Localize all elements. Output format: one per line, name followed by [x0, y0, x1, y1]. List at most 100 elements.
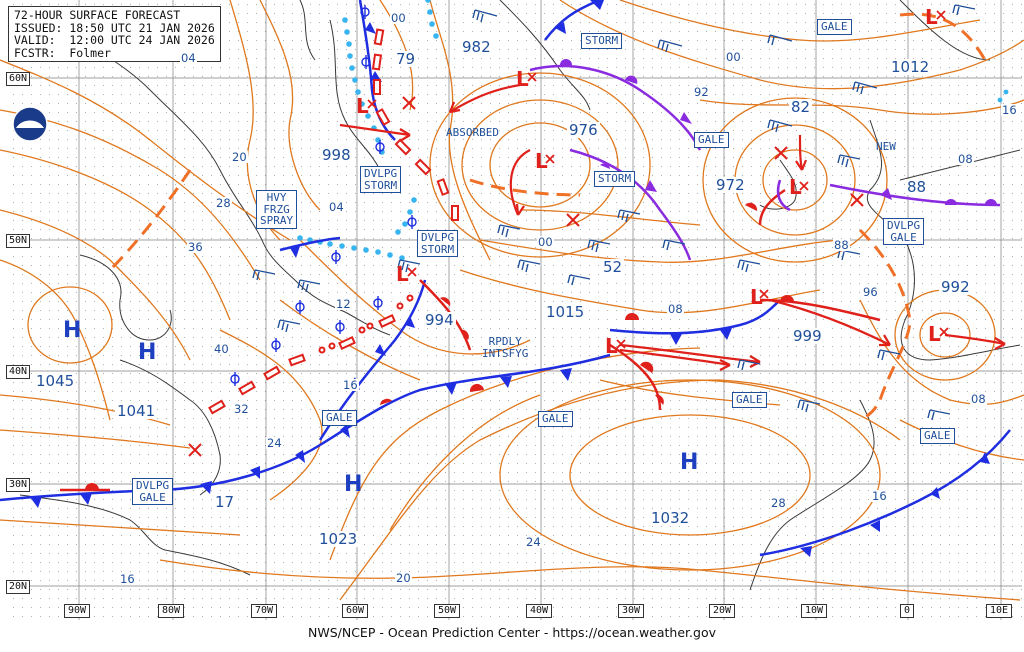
storm-warning-label: STORM: [581, 33, 623, 49]
new-annotation: NEW: [876, 140, 896, 153]
isobar-label: 08: [970, 392, 987, 406]
isobar-label: 20: [231, 150, 248, 164]
longitude-label: 10E: [986, 604, 1013, 618]
isobar-label: 24: [266, 436, 283, 450]
coastlines: [19, 0, 1021, 591]
gale-warning-label: GALE: [694, 132, 729, 148]
longitude-label: 20W: [709, 604, 736, 618]
forecast-tracks: [339, 83, 1006, 371]
gale-warning-label: GALE: [538, 411, 573, 427]
developing-storm-label: DVLPG STORM: [417, 230, 459, 257]
isobar-label: 20: [395, 571, 412, 585]
low-pressure-center: L: [535, 149, 548, 173]
storm-warning-label: STORM: [594, 171, 636, 187]
latitude-label: 50N: [6, 234, 31, 248]
central-pressure-value: 976: [567, 121, 600, 139]
isobar-label: 24: [525, 535, 542, 549]
low-pressure-center: L: [928, 322, 941, 346]
dissipating-fronts: [208, 28, 459, 415]
noaa-logo: [12, 106, 48, 142]
developing-storm-label: DVLPG STORM: [360, 166, 402, 193]
header-issued: ISSUED: 18:50 UTC 21 JAN 2026: [14, 20, 215, 35]
wind-barbs: [252, 4, 976, 421]
isobar-label: 12: [335, 297, 352, 311]
latitude-label: 20N: [6, 580, 31, 594]
x-markers: [188, 96, 864, 457]
heavy-freezing-spray-label: HVY FRZG SPRAY: [256, 190, 298, 229]
central-pressure-value: 1012: [889, 58, 932, 76]
latitude-label: 30N: [6, 478, 31, 492]
low-pressure-center: L: [396, 262, 409, 286]
high-pressure-center: H: [680, 450, 699, 475]
high-pressure-center: H: [63, 318, 82, 343]
dot-grid: [8, 0, 1022, 620]
central-pressure-value: 52: [601, 258, 625, 276]
ice-edges: [297, 0, 1009, 261]
latitude-label: 60N: [6, 72, 31, 86]
longitude-label: 60W: [342, 604, 369, 618]
rapidly-intensifying-annotation: RPDLY INTSFYG: [482, 335, 529, 360]
low-center-marks: [367, 10, 949, 349]
developing-gale-label: DVLPG GALE: [883, 218, 925, 245]
latitude-label: 40N: [6, 365, 31, 379]
isobar-label: 88: [833, 238, 850, 252]
central-pressure-value: 994: [423, 311, 456, 329]
developing-gale-label: DVLPG GALE: [132, 478, 174, 505]
longitude-label: 30W: [618, 604, 645, 618]
isobar-label: 04: [180, 51, 197, 65]
isobar-label: 28: [770, 496, 787, 510]
isobar-label: 04: [328, 200, 345, 214]
troughs: [108, 12, 987, 422]
central-pressure-value: 1041: [115, 402, 158, 420]
longitude-label: 80W: [158, 604, 185, 618]
high-pressure-center: H: [138, 340, 157, 365]
low-pressure-center: L: [605, 334, 618, 358]
low-pressure-center: L: [750, 285, 763, 309]
central-pressure-value: 992: [939, 278, 972, 296]
warm-fronts: [60, 188, 881, 492]
longitude-label: 50W: [434, 604, 461, 618]
central-pressure-value: 998: [320, 146, 353, 164]
isobar-label: 36: [187, 240, 204, 254]
freezing-spray-symbols: [230, 5, 417, 386]
absorbed-annotation: ABSORBED: [446, 126, 499, 139]
header-title: 72-HOUR SURFACE FORECAST: [14, 8, 181, 22]
longitude-label: 0: [900, 604, 915, 618]
isobar-label: 40: [213, 342, 230, 356]
isobar-label: 16: [119, 572, 136, 586]
central-pressure-value: 972: [714, 176, 747, 194]
isobar-label: 96: [862, 285, 879, 299]
central-pressure-value: 1032: [649, 509, 692, 527]
occluded-fronts: [529, 59, 1001, 261]
central-pressure-value: 999: [791, 327, 824, 345]
central-pressure-value: 17: [213, 493, 237, 511]
source-credit: NWS/NCEP - Ocean Prediction Center - htt…: [308, 625, 716, 640]
isobar-label: 08: [667, 302, 684, 316]
longitude-label: 70W: [251, 604, 278, 618]
low-pressure-center: L: [925, 5, 938, 29]
isobar-label: 16: [871, 489, 888, 503]
central-pressure-value: 1045: [34, 372, 77, 390]
central-pressure-value: 79: [394, 50, 418, 68]
high-pressure-center: H: [344, 472, 363, 497]
low-pressure-center: L: [356, 94, 369, 118]
longitude-label: 10W: [801, 604, 828, 618]
central-pressure-value: 1015: [544, 303, 587, 321]
header-valid: VALID: 12:00 UTC 24 JAN 2026: [14, 33, 215, 47]
low-pressure-center: L: [516, 67, 529, 91]
isobar-label: 92: [693, 85, 710, 99]
low-pressure-center: L: [789, 175, 802, 199]
isobar-label: 00: [725, 50, 742, 64]
isobar-label: 16: [1001, 103, 1018, 117]
central-pressure-value: 88: [905, 178, 929, 196]
isobar-label: 08: [957, 152, 974, 166]
isobar-label: 16: [342, 378, 359, 392]
gale-warning-label: GALE: [322, 410, 357, 426]
isobar-label: 28: [215, 196, 232, 210]
gale-warning-label: GALE: [817, 19, 852, 35]
central-pressure-value: 82: [789, 98, 813, 116]
longitude-label: 90W: [64, 604, 91, 618]
central-pressure-value: 1023: [317, 530, 360, 548]
gale-warning-label: GALE: [732, 392, 767, 408]
